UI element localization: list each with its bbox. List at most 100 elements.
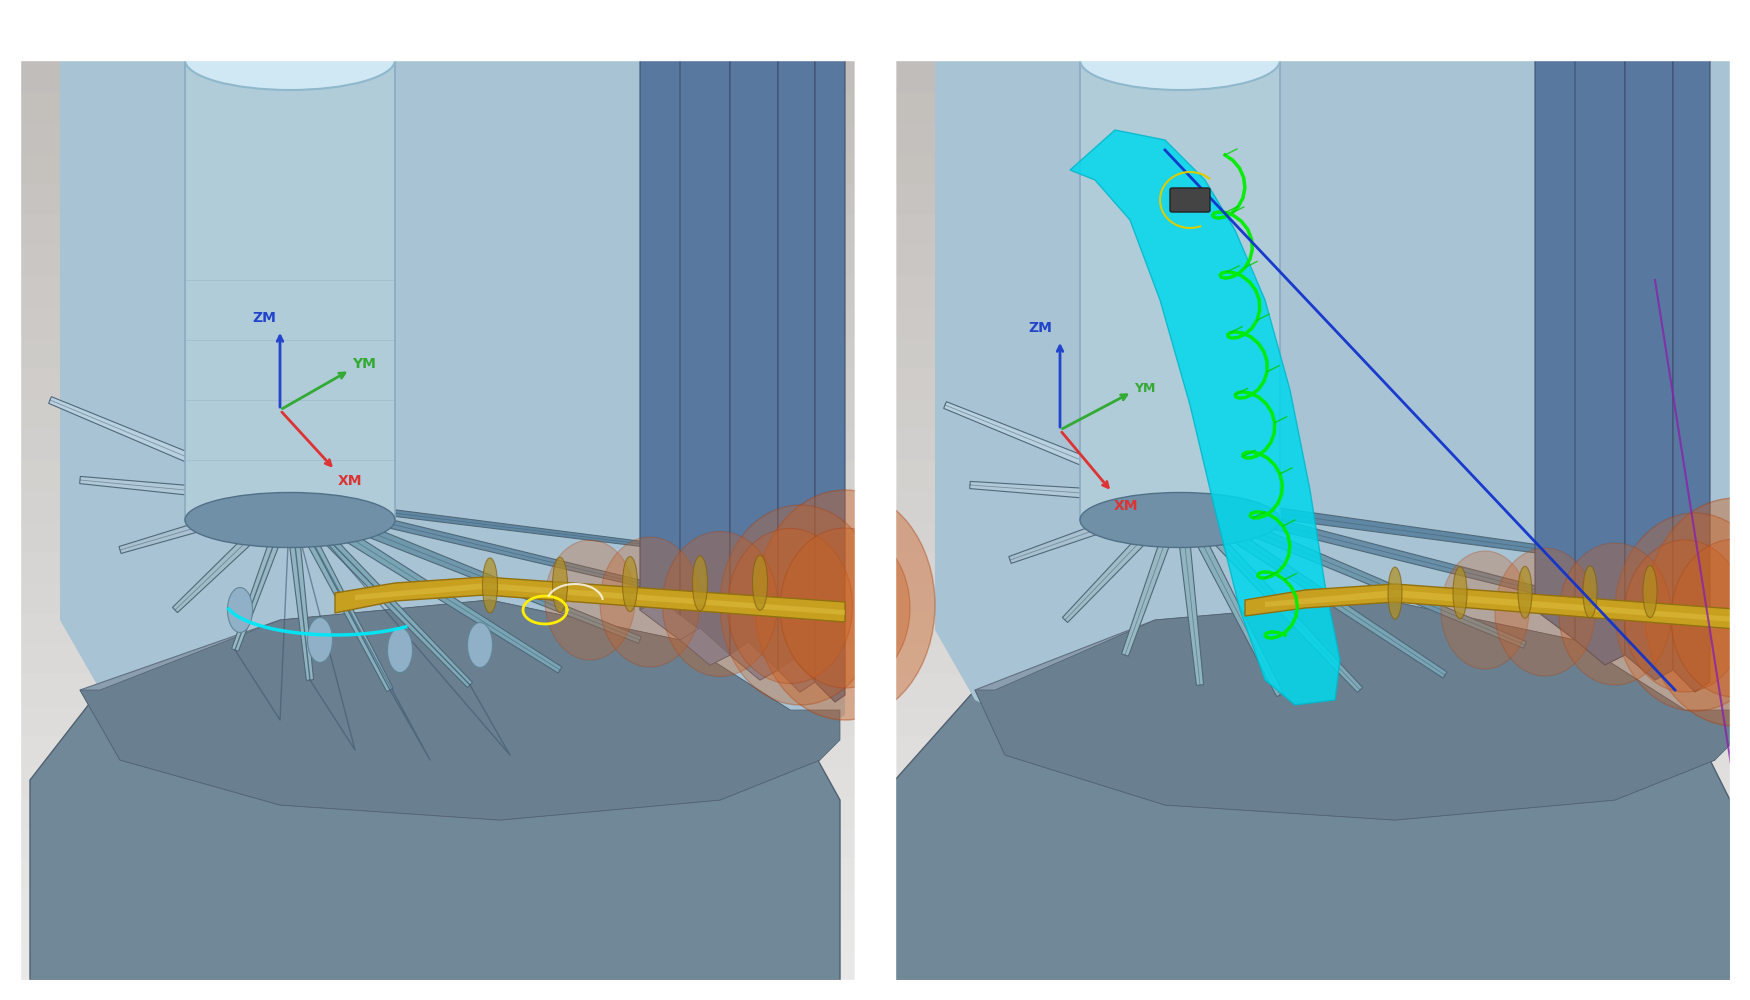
Bar bbox=[19, 520, 856, 551]
Ellipse shape bbox=[308, 617, 332, 662]
Bar bbox=[894, 704, 1731, 735]
Polygon shape bbox=[80, 600, 821, 820]
Bar bbox=[894, 489, 1731, 520]
Bar bbox=[186, 60, 396, 520]
Text: YM: YM bbox=[352, 357, 376, 371]
Ellipse shape bbox=[780, 528, 910, 688]
Polygon shape bbox=[1178, 494, 1526, 648]
Bar bbox=[894, 857, 1731, 888]
Text: XM: XM bbox=[1115, 499, 1139, 513]
Bar bbox=[894, 919, 1731, 949]
Polygon shape bbox=[334, 577, 845, 622]
Bar bbox=[894, 827, 1731, 857]
Polygon shape bbox=[173, 496, 294, 613]
Text: ZM: ZM bbox=[252, 311, 276, 325]
Bar bbox=[19, 827, 856, 857]
Bar bbox=[19, 367, 856, 397]
Ellipse shape bbox=[483, 558, 497, 613]
Bar bbox=[19, 397, 856, 428]
Bar bbox=[856, 0, 894, 1000]
Bar bbox=[19, 459, 856, 489]
Polygon shape bbox=[1174, 499, 1204, 685]
Ellipse shape bbox=[693, 556, 707, 611]
Bar bbox=[19, 152, 856, 183]
Ellipse shape bbox=[1440, 551, 1530, 669]
Bar bbox=[0, 0, 19, 1000]
Ellipse shape bbox=[719, 505, 880, 705]
Bar bbox=[894, 275, 1731, 305]
Polygon shape bbox=[779, 659, 816, 692]
Ellipse shape bbox=[623, 557, 637, 612]
Bar bbox=[894, 459, 1731, 489]
Bar bbox=[19, 551, 856, 581]
Bar bbox=[894, 520, 1731, 551]
Polygon shape bbox=[355, 583, 845, 615]
Ellipse shape bbox=[544, 540, 635, 660]
Polygon shape bbox=[289, 495, 710, 603]
Polygon shape bbox=[1626, 60, 1673, 680]
Ellipse shape bbox=[387, 628, 413, 672]
Bar bbox=[894, 60, 1731, 91]
Ellipse shape bbox=[186, 30, 396, 90]
Polygon shape bbox=[289, 496, 770, 562]
Polygon shape bbox=[1673, 60, 1710, 692]
Polygon shape bbox=[1575, 60, 1626, 665]
Bar bbox=[19, 428, 856, 459]
Ellipse shape bbox=[1584, 566, 1598, 618]
Bar bbox=[1080, 60, 1279, 520]
Text: YM: YM bbox=[1134, 382, 1155, 395]
Ellipse shape bbox=[1388, 567, 1402, 619]
Bar bbox=[19, 796, 856, 827]
Ellipse shape bbox=[728, 528, 852, 684]
Polygon shape bbox=[1244, 584, 1734, 629]
Polygon shape bbox=[284, 499, 313, 680]
Polygon shape bbox=[1122, 498, 1186, 656]
Ellipse shape bbox=[1643, 566, 1657, 618]
Bar bbox=[894, 428, 1731, 459]
Polygon shape bbox=[943, 402, 1183, 506]
Ellipse shape bbox=[1615, 513, 1750, 711]
Polygon shape bbox=[975, 600, 1734, 820]
Bar bbox=[19, 949, 856, 980]
Bar bbox=[894, 673, 1731, 704]
Text: ZM: ZM bbox=[1027, 321, 1052, 335]
Bar bbox=[894, 305, 1731, 336]
Bar bbox=[894, 735, 1731, 765]
Bar bbox=[19, 275, 856, 305]
Polygon shape bbox=[1265, 590, 1734, 622]
Bar bbox=[894, 213, 1731, 244]
Ellipse shape bbox=[1452, 567, 1466, 619]
Ellipse shape bbox=[228, 587, 252, 633]
Bar bbox=[856, 0, 894, 1000]
Polygon shape bbox=[285, 496, 472, 688]
Bar bbox=[1731, 0, 1750, 1000]
Bar bbox=[19, 336, 856, 367]
Polygon shape bbox=[49, 397, 292, 506]
Polygon shape bbox=[975, 600, 1715, 820]
Ellipse shape bbox=[754, 490, 934, 720]
Bar bbox=[19, 213, 856, 244]
Polygon shape bbox=[1176, 495, 1447, 678]
Polygon shape bbox=[640, 600, 700, 640]
Polygon shape bbox=[285, 497, 394, 692]
Bar bbox=[0, 980, 1750, 1000]
Polygon shape bbox=[730, 642, 779, 680]
Bar bbox=[894, 91, 1731, 121]
Bar bbox=[894, 336, 1731, 367]
Polygon shape bbox=[894, 600, 1731, 980]
Polygon shape bbox=[816, 60, 845, 702]
Bar bbox=[19, 244, 856, 275]
Bar bbox=[19, 305, 856, 336]
Bar bbox=[19, 673, 856, 704]
Polygon shape bbox=[287, 495, 562, 673]
Ellipse shape bbox=[1080, 492, 1279, 548]
Bar bbox=[894, 244, 1731, 275]
Bar bbox=[19, 735, 856, 765]
Polygon shape bbox=[1178, 494, 1596, 608]
Text: XM: XM bbox=[338, 474, 362, 488]
Ellipse shape bbox=[186, 492, 396, 548]
Polygon shape bbox=[934, 60, 1734, 795]
Bar bbox=[894, 551, 1731, 581]
Ellipse shape bbox=[600, 537, 700, 667]
Polygon shape bbox=[681, 60, 730, 665]
